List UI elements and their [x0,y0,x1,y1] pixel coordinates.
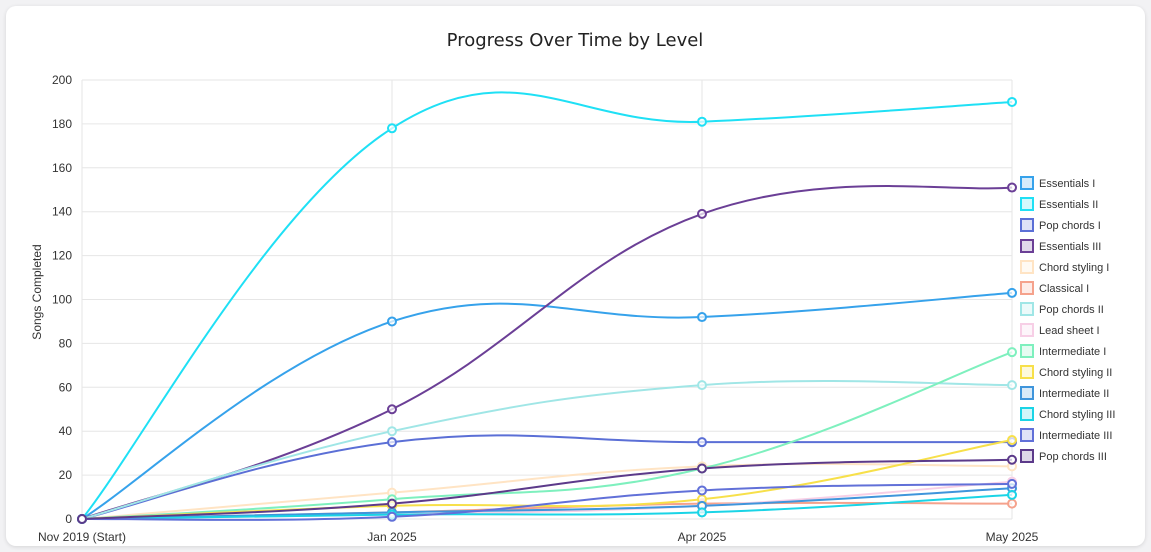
y-tick-label: 20 [59,468,73,482]
legend-label[interactable]: Essentials I [1039,178,1095,190]
x-tick-label: Jan 2025 [367,530,417,544]
data-point[interactable] [387,498,397,509]
chart-title: Progress Over Time by Level [447,30,704,51]
data-point[interactable] [697,208,707,219]
data-point[interactable] [1007,380,1017,391]
series-line [81,462,1013,520]
series-points [77,96,1017,524]
legend-label[interactable]: Intermediate I [1039,346,1106,358]
data-point[interactable] [387,316,397,327]
legend-label[interactable]: Pop chords I [1039,220,1101,232]
data-point[interactable] [387,123,397,134]
x-tick-label: Apr 2025 [678,530,727,544]
legend-label[interactable]: Intermediate III [1039,430,1112,442]
legend-swatch[interactable] [1020,386,1034,400]
y-tick-label: 0 [65,512,72,526]
data-point[interactable] [387,511,397,522]
x-tick-label: May 2025 [986,530,1039,544]
legend-swatch[interactable] [1020,323,1034,337]
legend-label[interactable]: Pop chords II [1039,304,1104,316]
data-point[interactable] [697,437,707,448]
data-point[interactable] [1007,478,1017,489]
y-tick-label: 160 [52,161,72,175]
data-point[interactable] [1007,454,1017,465]
legend-label[interactable]: Essentials III [1039,241,1101,253]
x-tick-label: Nov 2019 (Start) [38,530,126,544]
legend-label[interactable]: Essentials II [1039,199,1098,211]
x-axis-ticks: Nov 2019 (Start) Jan 2025 Apr 2025 May 2025 [38,530,1039,544]
series-line [81,380,1013,520]
legend: Essentials I Essentials II Pop chords I Ess… [1020,176,1115,463]
y-tick-label: 40 [59,424,73,438]
y-axis-ticks: 0 20 40 60 80 100 120 140 160 180 200 [52,73,72,526]
series-line [81,291,1013,520]
legend-swatch[interactable] [1020,407,1034,421]
series-lines [81,91,1013,521]
data-point[interactable] [697,463,707,474]
legend-swatch[interactable] [1020,302,1034,316]
data-point[interactable] [77,514,87,524]
legend-swatch[interactable] [1020,176,1034,190]
legend-swatch[interactable] [1020,428,1034,442]
y-tick-label: 80 [59,336,73,350]
data-point[interactable] [697,116,707,127]
legend-swatch[interactable] [1020,197,1034,211]
legend-label[interactable]: Chord styling I [1039,262,1109,274]
legend-swatch[interactable] [1020,365,1034,379]
chart-card: Progress Over Time by Level Songs Comple… [6,6,1145,546]
series-line [81,91,1013,520]
data-point[interactable] [387,404,397,415]
legend-label[interactable]: Lead sheet I [1039,325,1100,337]
legend-swatch[interactable] [1020,239,1034,253]
data-point[interactable] [1007,498,1017,509]
data-point[interactable] [697,507,707,518]
y-tick-label: 60 [59,380,73,394]
data-point[interactable] [1007,489,1017,500]
grid [81,79,1013,520]
data-point[interactable] [1007,347,1017,358]
series-line [81,351,1013,520]
y-tick-label: 140 [52,205,72,219]
series-line [81,185,1013,520]
data-point[interactable] [387,426,397,437]
data-point[interactable] [1007,287,1017,298]
data-point[interactable] [697,485,707,496]
legend-label[interactable]: Classical I [1039,283,1089,295]
line-chart: Progress Over Time by Level Songs Comple… [30,30,1115,544]
y-tick-label: 200 [52,73,72,87]
y-tick-label: 120 [52,249,72,263]
data-point[interactable] [387,437,397,448]
series-line [81,482,1013,521]
data-point[interactable] [1007,182,1017,193]
data-point[interactable] [1007,434,1017,445]
legend-label[interactable]: Chord styling III [1039,409,1115,421]
data-point[interactable] [1007,96,1017,107]
legend-label[interactable]: Chord styling II [1039,367,1112,379]
y-axis-label: Songs Completed [30,244,44,339]
legend-swatch[interactable] [1020,344,1034,358]
legend-swatch[interactable] [1020,281,1034,295]
series-line [81,493,1013,520]
legend-swatch[interactable] [1020,218,1034,232]
series-line [81,434,1012,520]
data-point[interactable] [697,312,707,323]
y-tick-label: 100 [52,293,72,307]
data-point[interactable] [697,380,707,391]
y-tick-label: 180 [52,117,72,131]
legend-label[interactable]: Pop chords III [1039,451,1107,463]
series-line [81,458,1013,520]
legend-swatch[interactable] [1020,260,1034,274]
legend-swatch[interactable] [1020,449,1034,463]
legend-label[interactable]: Intermediate II [1039,388,1109,400]
